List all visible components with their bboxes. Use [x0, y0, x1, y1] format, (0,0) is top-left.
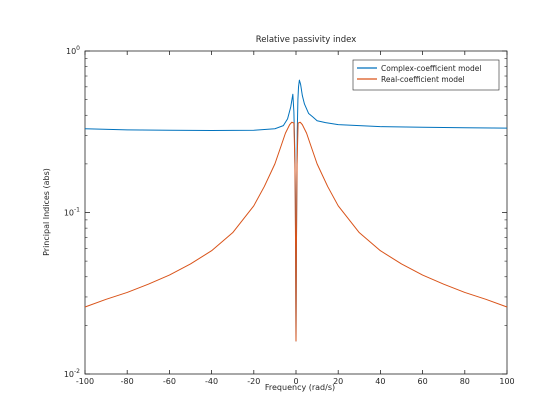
- x-tick-label: -80: [121, 377, 134, 386]
- legend: Complex-coefficient model Real-coefficien…: [352, 59, 500, 91]
- axis-ticks: -100 -80 -60 -40 -20 0 20 40 60 80 100 10-2 10-1 100: [64, 45, 515, 386]
- x-tick-label: 0: [293, 377, 298, 386]
- legend-box: [352, 59, 500, 91]
- x-axis-label: Frequency (rad/s): [265, 383, 335, 392]
- y-axis-label: Principal Indices (abs): [42, 168, 51, 256]
- x-tick-label: -100: [76, 377, 94, 386]
- x-tick-label: -20: [247, 377, 260, 386]
- y-tick-label: 10-1: [64, 207, 80, 218]
- legend-label: Complex-coefficient model: [381, 64, 481, 73]
- x-tick-label: 60: [418, 377, 428, 386]
- x-tick-label: 40: [375, 377, 385, 386]
- x-tick-label: -60: [163, 377, 176, 386]
- series-line-1: [84, 79, 508, 342]
- chart-title: Relative passivity index: [256, 35, 357, 45]
- x-tick-label: 80: [460, 377, 470, 386]
- y-tick-label: 10-2: [64, 368, 80, 379]
- series-layer: [84, 79, 508, 342]
- x-tick-label: 20: [333, 377, 343, 386]
- legend-label: Real-coefficient model: [381, 75, 465, 84]
- y-tick-label: 100: [66, 45, 80, 56]
- series-line-2: [84, 121, 508, 342]
- x-tick-label: -40: [205, 377, 218, 386]
- x-tick-label: 100: [499, 377, 514, 386]
